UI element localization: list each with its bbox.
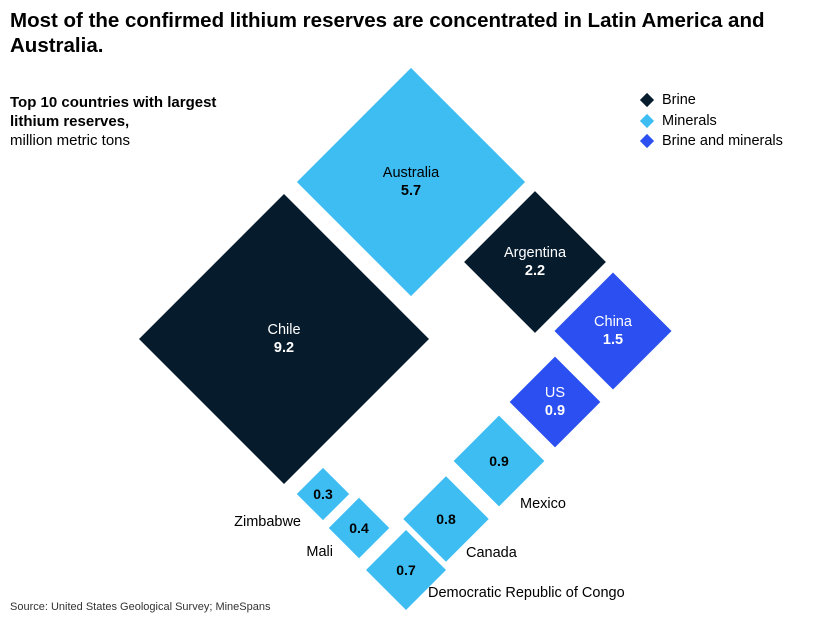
diamond-mexico: [453, 415, 545, 507]
label-value-democratic-republic-of-congo: 0.7: [396, 562, 416, 578]
label-value-zimbabwe: 0.3: [313, 486, 333, 502]
chart-title: Most of the confirmed lithium reserves a…: [10, 9, 765, 57]
chart-source: Source: United States Geological Survey;…: [10, 601, 271, 613]
diamond-zimbabwe: [296, 467, 350, 521]
label-country-china: China: [594, 314, 633, 330]
diamond-mali: [328, 497, 390, 559]
label-value-australia: 5.7: [401, 183, 421, 199]
label-value-chile: 9.2: [274, 340, 294, 356]
legend-label-brine: Brine: [662, 92, 696, 109]
label-value-china: 1.5: [603, 332, 623, 348]
diamond-us: [509, 356, 601, 448]
chart-subtitle-main: Top 10 countries with largest lithium re…: [10, 94, 217, 130]
diamond-argentina: [464, 191, 606, 333]
label-country-mali: Mali: [306, 544, 333, 560]
label-value-canada: 0.8: [436, 511, 456, 527]
chart-subtitle-unit: million metric tons: [10, 132, 131, 149]
label-country-canada: Canada: [466, 545, 518, 561]
diamond-china: [554, 272, 672, 390]
legend-item-minerals: Minerals: [639, 111, 783, 132]
label-country-argentina: Argentina: [504, 245, 567, 261]
label-country-mexico: Mexico: [520, 496, 566, 512]
legend-label-brine-and-minerals: Brine and minerals: [662, 133, 783, 150]
diamond-democratic-republic-of-congo: [366, 530, 446, 610]
diamond-canada: [403, 476, 489, 562]
label-country-zimbabwe: Zimbabwe: [234, 514, 301, 530]
diamond-australia: [296, 67, 526, 297]
label-value-argentina: 2.2: [525, 263, 545, 279]
label-value-us: 0.9: [545, 403, 565, 419]
legend-item-brine-and-minerals: Brine and minerals: [639, 131, 783, 152]
legend-label-minerals: Minerals: [662, 112, 717, 129]
chart-subtitle: Top 10 countries with largest lithium re…: [10, 93, 240, 150]
label-country-democratic-republic-of-congo: Democratic Republic of Congo: [428, 585, 625, 601]
diamond-chile: [139, 194, 429, 484]
label-country-us: US: [545, 385, 565, 401]
legend-item-brine: Brine: [639, 90, 783, 111]
label-country-chile: Chile: [267, 322, 300, 338]
label-country-australia: Australia: [383, 165, 440, 181]
label-value-mali: 0.4: [349, 520, 369, 536]
label-value-mexico: 0.9: [489, 453, 509, 469]
legend: Brine Minerals Brine and minerals: [639, 90, 783, 152]
